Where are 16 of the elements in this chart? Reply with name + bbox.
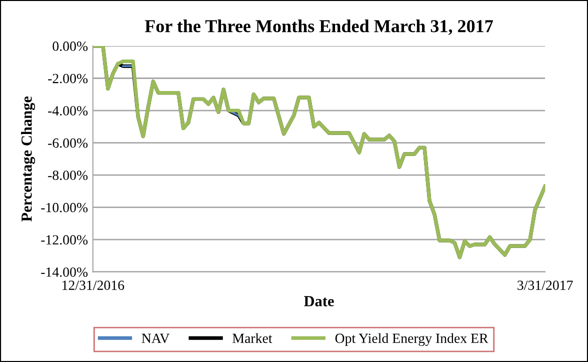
- y-tick-label: -12.00%: [41, 235, 88, 245]
- y-tick-label: -8.00%: [48, 170, 88, 180]
- y-tick-label: -10.00%: [41, 202, 88, 212]
- y-tick-label: -4.00%: [48, 106, 88, 116]
- y-tick-label: -14.00%: [41, 267, 88, 277]
- legend-label: Opt Yield Energy Index ER: [335, 333, 488, 346]
- y-tick-label: 0.00%: [52, 42, 88, 51]
- y-tick-label: -2.00%: [48, 74, 88, 84]
- chart-title: For the Three Months Ended March 31, 2017: [144, 20, 493, 35]
- x-tick-label: 3/31/2017: [518, 280, 573, 290]
- legend-label: NAV: [142, 334, 170, 344]
- y-axis-title: Percentage Change: [21, 96, 36, 222]
- x-axis-title: Date: [304, 296, 334, 306]
- legend-label: Market: [232, 333, 272, 344]
- y-tick-label: -6.00%: [48, 138, 88, 148]
- x-tick-label: 12/31/2016: [62, 280, 124, 290]
